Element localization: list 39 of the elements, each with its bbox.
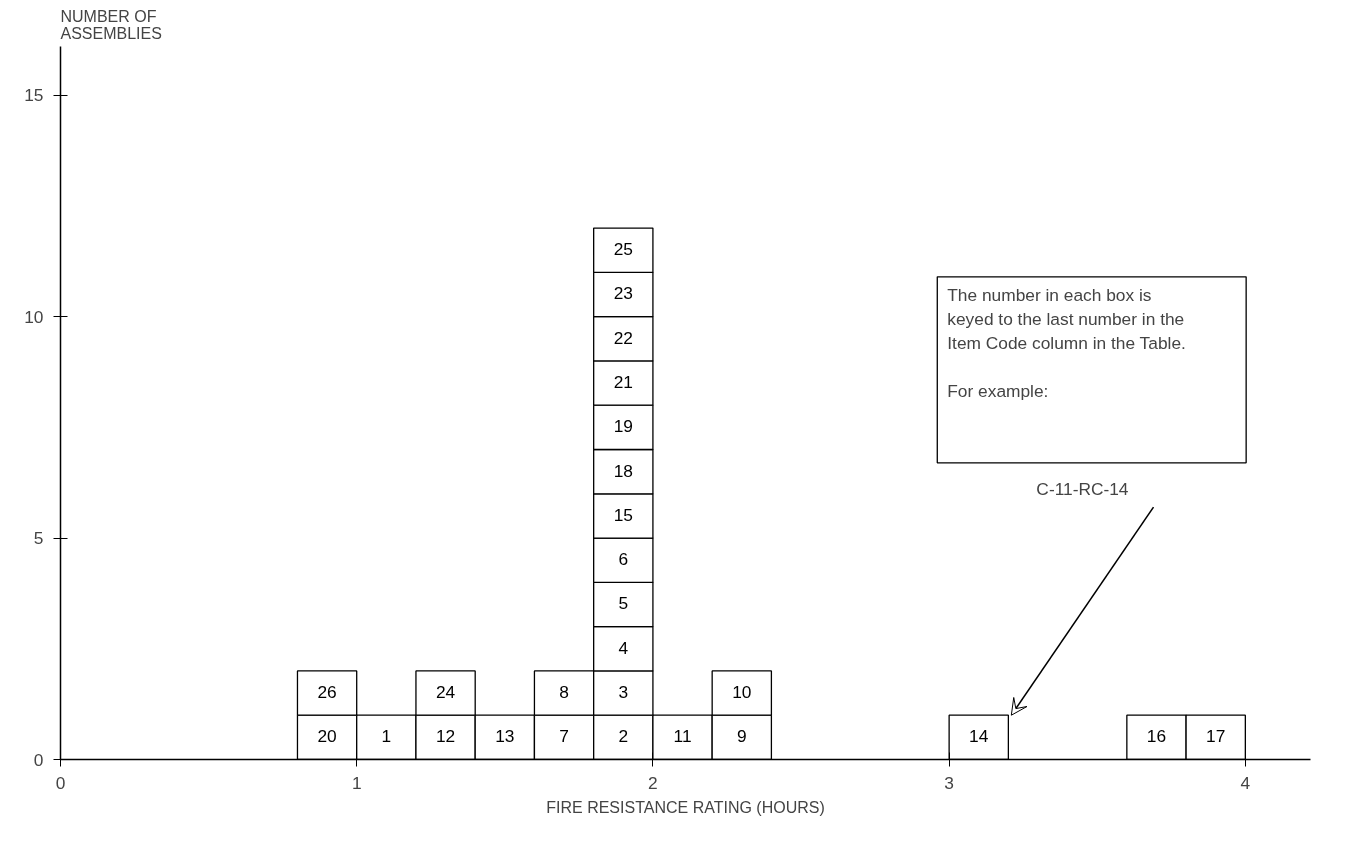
annotation: 5 [618, 593, 629, 614]
annotation: 16 [1146, 726, 1167, 747]
annotation: 25 [613, 239, 633, 260]
annotation: 10 [732, 681, 752, 702]
annotation: 11 [673, 726, 692, 747]
x-tick-label: 3 [944, 772, 954, 793]
annotation: 23 [613, 283, 633, 304]
annotation: 17 [1206, 726, 1226, 747]
annotation: 18 [613, 460, 633, 481]
x-tick-label: 0 [55, 772, 66, 793]
y-tick-label: 15 [24, 85, 44, 106]
annotation: 8 [559, 681, 569, 702]
annotation: 7 [559, 726, 569, 747]
x-axis-title: FIRE RESISTANCE RATING (HOURS) [546, 798, 825, 816]
y-tick-label: 0 [33, 749, 44, 770]
annotation: 22 [613, 327, 633, 348]
text: The number in each box is keyed to the last number in the Item Code column in the Table. For example: [947, 284, 1186, 401]
x-tick-label: 4 [1240, 772, 1251, 793]
annotation: 2 [618, 726, 629, 747]
annotation: C-11-RC-14 [1036, 479, 1129, 500]
annotation: 1 [381, 726, 392, 747]
annotation: 9 [736, 726, 747, 747]
annotation: 13 [495, 726, 515, 747]
annotation: 26 [317, 681, 337, 702]
x-tick-label: 1 [351, 772, 362, 793]
annotation: 20 [317, 726, 337, 747]
x-tick-label: 2 [648, 772, 658, 793]
annotation: 14 [969, 726, 989, 747]
annotation: 21 [613, 371, 633, 392]
annotation: 19 [613, 416, 633, 437]
y-tick-label: 10 [24, 306, 44, 327]
annotation: 12 [435, 726, 456, 747]
annotation: 4 [618, 637, 629, 658]
y-tick-label: 5 [33, 528, 44, 549]
y-axis-title: NUMBER OF ASSEMBLIES [60, 7, 162, 42]
annotation: 6 [618, 549, 629, 570]
annotation: 24 [435, 681, 456, 702]
annotation: 3 [618, 681, 629, 702]
annotation: 15 [613, 504, 633, 525]
